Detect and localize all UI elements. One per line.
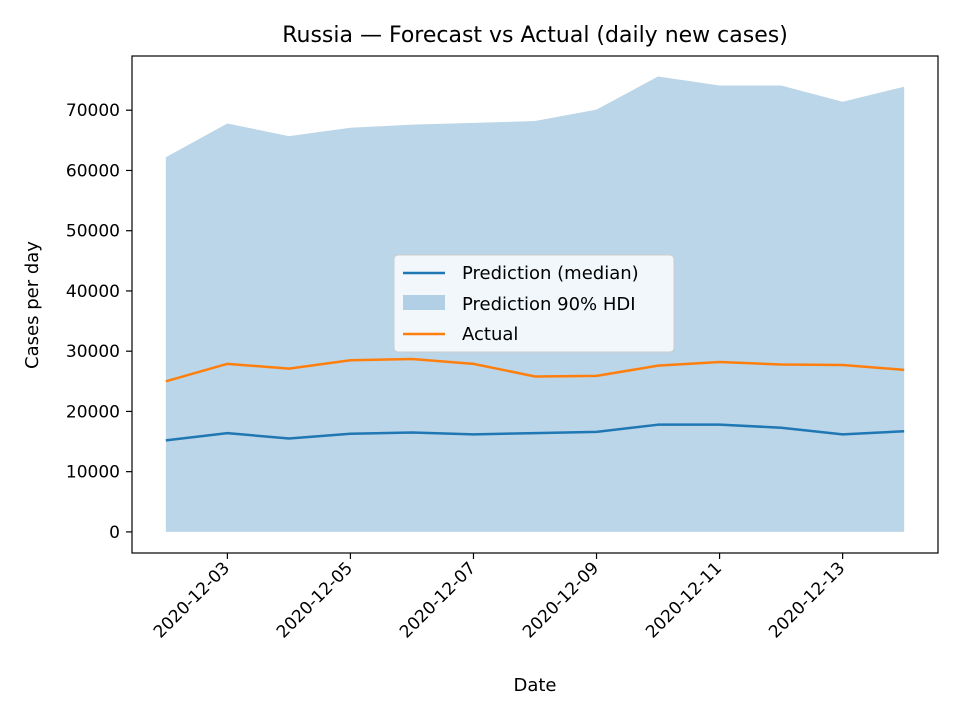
- legend-hdi-swatch: [403, 295, 445, 310]
- y-tick-label: 30000: [66, 342, 120, 362]
- y-axis: 0 10000 20000 30000 40000 50000 60000 70000: [66, 101, 132, 543]
- x-axis-label: Date: [513, 675, 556, 696]
- y-tick-label: 40000: [66, 282, 120, 302]
- y-tick-label: 50000: [66, 222, 120, 242]
- legend-actual-label: Actual: [462, 324, 518, 345]
- median-line: [165, 423, 905, 442]
- chart-title: Russia — Forecast vs Actual (daily new c…: [282, 23, 788, 48]
- y-tick-label: 0: [109, 523, 120, 543]
- series-line-layer: [165, 357, 905, 442]
- y-tick-label: 60000: [66, 161, 120, 181]
- legend-hdi-label: Prediction 90% HDI: [462, 294, 636, 315]
- legend-box: [393, 254, 675, 353]
- y-tick-label: 20000: [66, 402, 120, 422]
- plot-frame: [131, 55, 939, 554]
- actual-line: [165, 357, 905, 383]
- legend-median-label: Prediction (median): [462, 263, 639, 284]
- y-tick-label: 10000: [66, 463, 120, 483]
- y-axis-label: Cases per day: [22, 241, 43, 369]
- legend: Prediction (median) Prediction 90% HDI A…: [393, 254, 675, 353]
- y-tick-label: 70000: [66, 101, 120, 121]
